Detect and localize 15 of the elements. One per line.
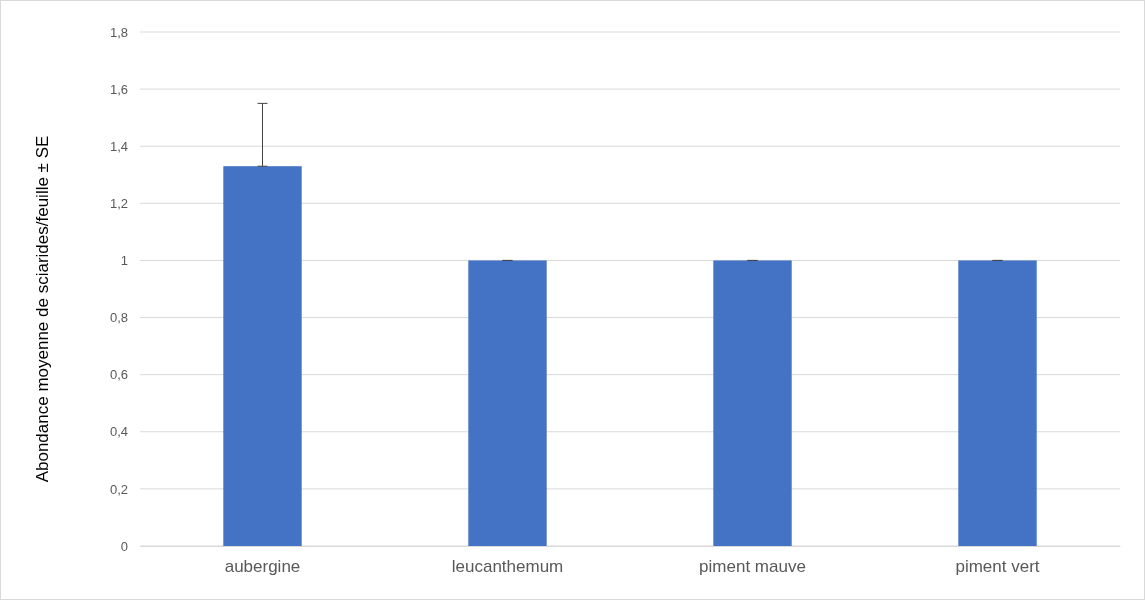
y-tick-label: 1,4 <box>109 138 128 154</box>
x-tick-label: aubergine <box>224 557 301 577</box>
x-tick-label: piment mauve <box>699 557 806 577</box>
y-tick-label: 0,6 <box>109 367 128 383</box>
y-tick-label: 0,8 <box>109 310 128 326</box>
y-axis-title: Abondance moyenne de sciarides/feuille ± SE <box>33 135 52 483</box>
y-tick-label: 1,8 <box>109 24 128 40</box>
y-tick-label: 1,2 <box>109 195 128 211</box>
y-tick-label: 0 <box>120 538 128 554</box>
y-tick-label: 1 <box>120 253 128 269</box>
y-tick-label: 0,4 <box>109 424 128 440</box>
x-tick-label: piment vert <box>955 557 1040 577</box>
x-tick-label: leucanthemum <box>451 557 564 577</box>
y-tick-label: 1,6 <box>109 81 128 97</box>
y-tick-label: 0,2 <box>109 481 128 497</box>
